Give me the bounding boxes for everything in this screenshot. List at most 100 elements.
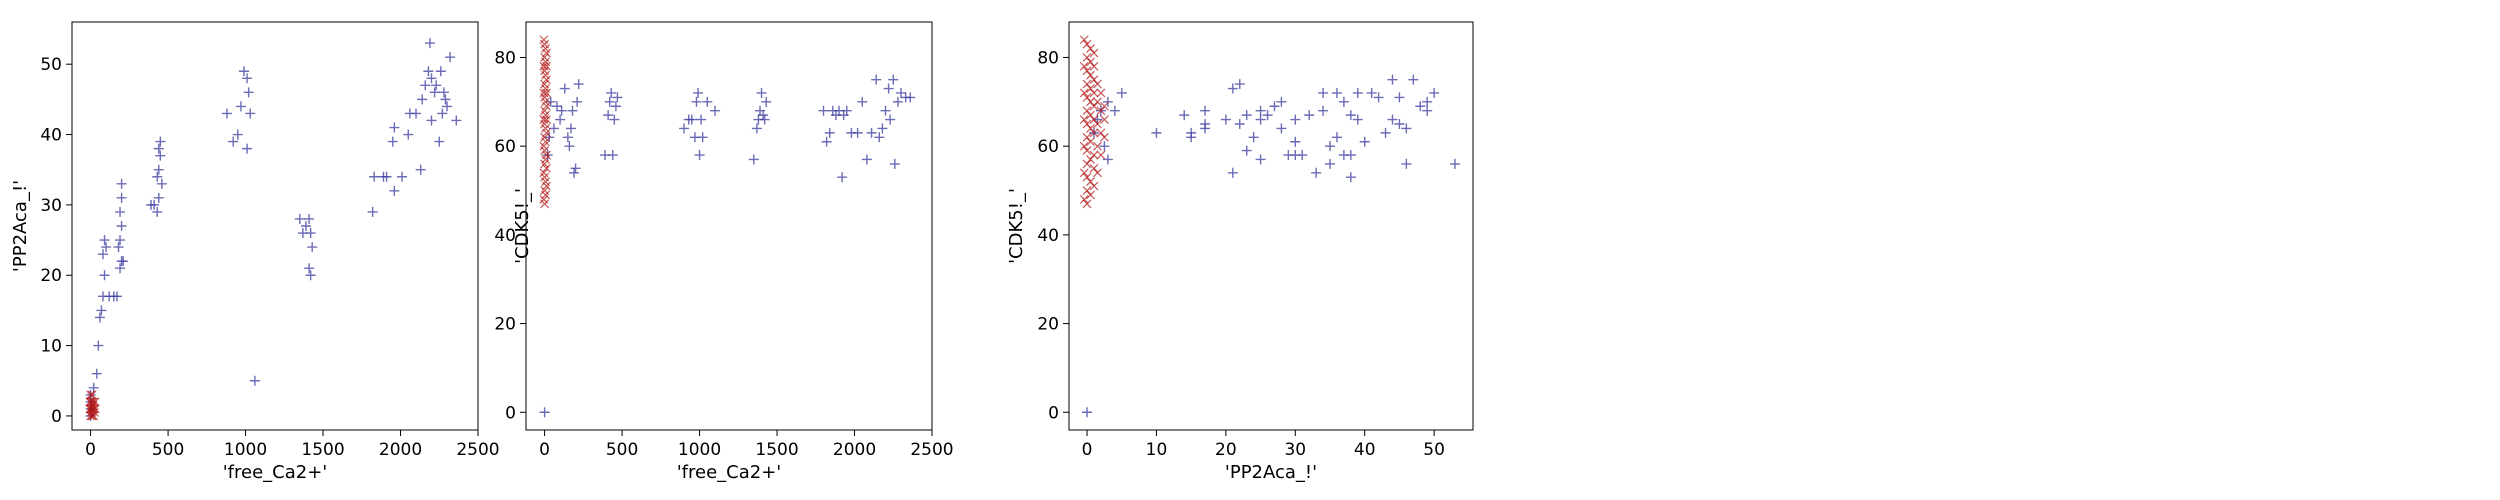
subplot-3-point-plus — [1422, 96, 1433, 107]
subplot-2-point-plus — [710, 105, 721, 116]
subplot-1-point-plus — [438, 87, 449, 98]
subplot-1-point-plus — [369, 171, 380, 182]
subplot-2-point-plus — [679, 123, 690, 134]
subplot-2-point-plus — [693, 87, 704, 98]
subplot-1-point-plus — [304, 213, 315, 224]
subplot-1-xtick-label: 2000 — [379, 440, 422, 460]
subplot-1-point-cross — [89, 397, 99, 407]
subplot-3-point-plus — [1276, 123, 1287, 134]
subplot-2-point-plus — [883, 83, 894, 94]
subplot-3-point-plus — [1255, 154, 1266, 165]
subplot-1-point-plus — [115, 206, 126, 217]
subplot-3-point-cross — [1079, 168, 1089, 178]
subplot-3-point-cross — [1089, 181, 1099, 191]
subplot-1-point-plus — [300, 221, 311, 231]
subplot-3-point-cross — [1082, 66, 1092, 76]
subplot-2-point-plus — [545, 96, 556, 107]
subplot-2-point-plus — [761, 96, 772, 107]
subplot-1-point-plus — [111, 291, 122, 302]
subplot-1-point-plus — [232, 129, 243, 140]
subplot-3-xtick-label: 0 — [1082, 440, 1093, 460]
subplot-2-point-plus — [877, 123, 888, 134]
subplot-3-point-plus — [1380, 127, 1391, 138]
subplot-3-xlabel: 'PP2Aca_!' — [1225, 462, 1317, 483]
subplot-1-series-cross — [85, 390, 100, 421]
subplot-3-point-plus — [1338, 96, 1349, 107]
subplot-3-point-plus — [1227, 167, 1238, 178]
subplot-3-xtick-label: 30 — [1284, 440, 1306, 460]
subplot-3-point-plus — [1290, 136, 1301, 147]
subplot-3-point-cross — [1079, 88, 1089, 98]
subplot-2-point-plus — [696, 114, 707, 125]
subplot-1-point-plus — [426, 73, 437, 84]
subplot-3-point-cross — [1086, 137, 1095, 147]
subplot-3-point-cross — [1086, 57, 1095, 67]
subplot-1-point-plus — [381, 171, 392, 182]
subplot-3-point-cross — [1082, 132, 1092, 142]
subplot-3-point-cross — [1086, 97, 1095, 107]
subplot-2-point-plus — [892, 96, 903, 107]
subplot-2-point-plus — [565, 123, 576, 134]
subplot-1-ytick-label: 40 — [40, 126, 62, 146]
subplot-2-xtick-label: 0 — [539, 440, 550, 460]
subplot-3-point-plus — [1352, 87, 1363, 98]
subplot-2-point-plus — [603, 110, 614, 121]
subplot-1-point-plus — [389, 122, 400, 133]
subplot-1-point-plus — [417, 94, 428, 105]
subplot-1-point-cross — [87, 390, 97, 400]
subplot-1-point-plus — [431, 80, 442, 91]
subplot-2-point-plus — [841, 105, 852, 116]
subplot-1-point-plus — [93, 340, 104, 351]
subplot-3-point-plus — [1200, 119, 1211, 129]
subplot-2-point-plus — [556, 105, 567, 116]
subplot-3-point-cross — [1082, 106, 1092, 116]
subplot-1-point-plus — [91, 368, 102, 379]
subplot-3-point-cross — [1096, 106, 1106, 116]
subplot-1-point-plus — [307, 242, 318, 253]
subplot-3-point-cross — [1096, 88, 1106, 98]
subplot-3-point-cross — [1082, 79, 1092, 89]
subplot-3-point-plus — [1241, 145, 1252, 156]
subplot-3-point-plus — [1373, 92, 1384, 103]
subplot-3-point-plus — [1297, 150, 1308, 161]
subplot-2-point-plus — [748, 154, 759, 165]
subplot-2-ytick-label: 80 — [494, 48, 516, 68]
subplot-2-point-plus — [548, 123, 559, 134]
subplot-2-ytick-label: 40 — [494, 226, 516, 246]
subplot-3-point-plus — [1345, 150, 1356, 161]
subplot-3-point-cross — [1086, 44, 1095, 54]
subplot-3-point-plus — [1318, 105, 1329, 116]
subplot-2-point-plus — [539, 407, 550, 418]
subplot-1-point-plus — [153, 143, 164, 154]
subplot-2-xtick-label: 2500 — [910, 440, 953, 460]
subplot-3-point-plus — [1318, 87, 1329, 98]
subplot-1-point-cross — [86, 390, 96, 400]
subplot-3: 'PP2Aca_!' 'CDK5!_' 0 10 20 30 40 50 0 20 40 60 80 — [1006, 21, 1474, 483]
subplot-1-point-plus — [113, 242, 124, 253]
subplot-3-point-plus — [1116, 87, 1127, 98]
subplot-2-point-plus — [880, 105, 891, 116]
subplot-1-point-plus — [221, 108, 232, 119]
subplot-1-point-plus — [397, 171, 408, 182]
subplot-2-frame — [525, 21, 933, 431]
subplot-2-point-plus — [569, 167, 580, 178]
subplot-2-point-cross — [542, 115, 551, 124]
subplot-2-point-cross — [542, 163, 551, 173]
subplot-2-point-cross — [542, 128, 551, 138]
subplot-2-point-plus — [544, 132, 555, 143]
subplot-2-point-plus — [866, 127, 877, 138]
subplot-1-point-plus — [155, 136, 166, 147]
subplot-3-point-cross — [1086, 177, 1095, 187]
subplot-3-point-cross — [1086, 110, 1095, 120]
subplot-2-point-plus — [758, 110, 769, 121]
subplot-3-point-cross — [1082, 159, 1092, 169]
subplot-2-point-plus — [852, 127, 863, 138]
subplot-2-series-plus — [539, 74, 916, 418]
subplot-3-ytick-label: 80 — [1037, 48, 1059, 68]
subplot-3-point-cross — [1079, 194, 1089, 204]
subplot-1-point-plus — [155, 150, 166, 161]
subplot-3-point-plus — [1387, 114, 1398, 125]
subplot-1-point-plus — [429, 87, 440, 98]
